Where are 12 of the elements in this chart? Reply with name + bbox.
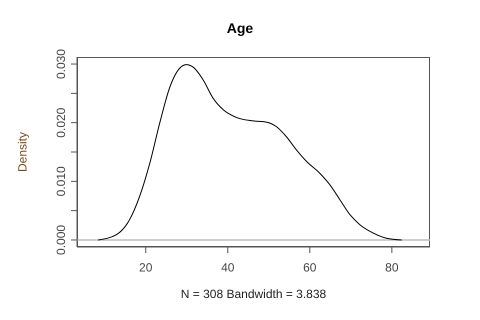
y-tick-label: 0.000	[54, 224, 68, 255]
x-tick-label: 60	[303, 260, 317, 275]
x-axis-title: N = 308 Bandwidth = 3.838	[180, 287, 327, 301]
y-tick-label: 0.030	[54, 48, 68, 80]
y-tick-label: 0.020	[54, 107, 68, 138]
line-series	[98, 64, 402, 240]
y-tick-label: 0.010	[54, 166, 68, 196]
y-axis-title: Density	[15, 132, 30, 172]
x-tick-label: 40	[221, 260, 235, 275]
chart-title: Age	[226, 20, 254, 36]
x-tick-label: 80	[385, 260, 399, 275]
x-tick-label: 20	[139, 260, 153, 275]
